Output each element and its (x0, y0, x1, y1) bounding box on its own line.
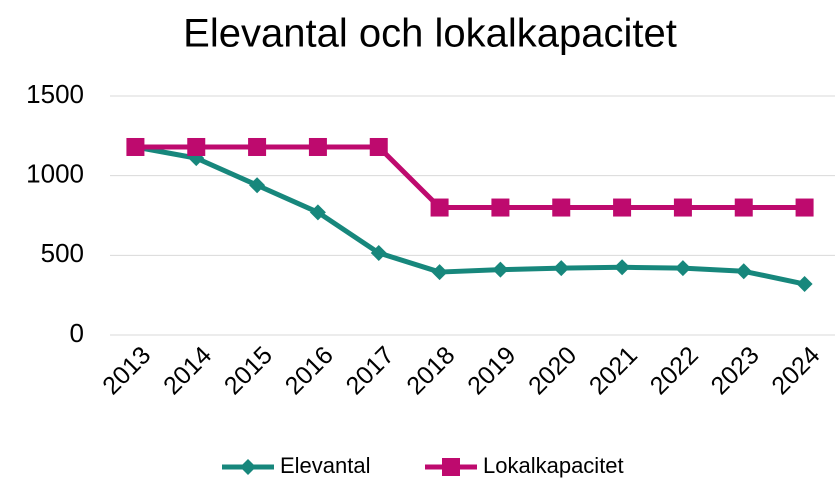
x-tick-label: 2022 (645, 341, 704, 400)
x-tick-label: 2016 (280, 341, 339, 400)
y-tick-label: 1000 (26, 159, 84, 189)
x-tick-label: 2021 (584, 341, 643, 400)
data-point (553, 260, 570, 277)
x-tick-label: 2015 (219, 341, 278, 400)
x-tick-label: 2019 (462, 341, 521, 400)
data-point (613, 198, 632, 217)
data-point (431, 264, 448, 281)
legend-marker (442, 458, 460, 476)
x-tick-label: 2024 (766, 341, 825, 400)
x-tick-label: 2023 (706, 341, 765, 400)
data-point (735, 263, 752, 280)
data-point (674, 260, 691, 277)
data-point (673, 198, 692, 217)
data-point (370, 244, 387, 261)
data-point (187, 137, 206, 156)
data-point (491, 198, 510, 217)
x-tick-label: 2014 (158, 341, 217, 400)
x-tick-label: 2017 (341, 341, 400, 400)
chart-title: Elevantal och lokalkapacitet (183, 12, 677, 56)
data-point (248, 137, 267, 156)
data-point (126, 137, 145, 156)
data-point (369, 137, 388, 156)
legend-marker (240, 459, 256, 475)
y-tick-label: 1500 (26, 79, 84, 109)
x-tick-label: 2018 (401, 341, 460, 400)
data-point (552, 198, 571, 217)
y-tick-label: 0 (70, 318, 84, 348)
data-point (430, 198, 449, 217)
data-point (308, 137, 327, 156)
data-point (734, 198, 753, 217)
data-point (309, 204, 326, 221)
y-tick-label: 500 (41, 238, 84, 268)
data-point (614, 259, 631, 276)
legend-label: Elevantal (280, 453, 371, 478)
data-point (249, 177, 266, 194)
series-line (135, 144, 805, 211)
data-point (492, 261, 509, 278)
x-tick-label: 2020 (523, 341, 582, 400)
data-point (795, 198, 814, 217)
series-line (134, 144, 806, 287)
data-point (796, 276, 813, 293)
legend-label: Lokalkapacitet (483, 453, 624, 478)
x-tick-label: 2013 (97, 341, 156, 400)
